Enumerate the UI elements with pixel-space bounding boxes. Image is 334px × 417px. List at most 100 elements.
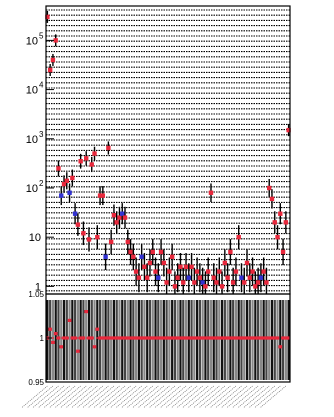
ratio-point [84, 310, 89, 314]
bin-band [62, 300, 66, 380]
x-tick-label [76, 385, 104, 409]
bin-band [96, 300, 99, 380]
data-point [59, 193, 64, 198]
data-point [181, 280, 186, 285]
data-point [194, 269, 200, 274]
data-point [267, 185, 272, 191]
data-point [167, 269, 172, 274]
bin-band [165, 300, 168, 380]
bin-band [187, 300, 190, 380]
data-point [136, 275, 142, 280]
data-point [117, 215, 122, 220]
bin-band [104, 300, 107, 380]
data-point [120, 211, 125, 216]
bin-band [262, 300, 265, 380]
bin-band [132, 300, 135, 380]
data-point [219, 284, 225, 289]
x-tick-label [242, 385, 270, 409]
ratio-point [242, 336, 247, 340]
bin-band [268, 300, 271, 380]
x-tick-label [26, 385, 54, 409]
data-point [67, 190, 72, 195]
data-point [142, 264, 147, 270]
bin-band [229, 300, 232, 380]
data-point [125, 239, 130, 245]
ratio-point [209, 336, 213, 340]
data-point [106, 145, 111, 151]
data-point [45, 14, 50, 20]
data-point [230, 280, 236, 285]
x-tick-label [248, 385, 275, 409]
upper-panel-gridlines [46, 9, 290, 292]
bin-band [135, 300, 138, 380]
y-tick-label: 10 [26, 134, 38, 146]
lower-panel-points [45, 310, 291, 353]
data-point [47, 67, 53, 73]
data-point [242, 280, 247, 285]
data-point [239, 275, 244, 280]
data-point [139, 254, 144, 259]
bin-band [287, 300, 290, 380]
data-point [208, 190, 214, 195]
bin-band [212, 300, 215, 380]
data-point [97, 193, 103, 198]
ratio-point [228, 336, 233, 340]
ratio-point [78, 336, 83, 340]
y-tick-label: 1 [40, 334, 45, 343]
y-tick-label: 10 [26, 35, 38, 47]
bin-band [110, 300, 113, 380]
data-point [89, 162, 94, 167]
ratio-point [76, 349, 80, 353]
upper-panel-points [45, 10, 291, 294]
x-tick-label [198, 385, 226, 409]
data-point [203, 284, 208, 289]
x-tick-label [176, 385, 203, 409]
ratio-point [51, 340, 55, 344]
bin-band [182, 300, 185, 380]
y-tick-exponent: 4 [39, 81, 44, 90]
y-tick-exponent: 3 [39, 130, 44, 139]
data-point [247, 275, 252, 280]
bin-band [245, 300, 249, 380]
x-tick-label [132, 385, 159, 409]
bin-band [123, 300, 127, 380]
data-point [78, 159, 83, 164]
data-point [50, 57, 56, 63]
bin-band [218, 300, 221, 380]
ratio-point [103, 336, 108, 340]
bin-band [74, 300, 77, 380]
bin-band [237, 300, 240, 380]
upper-panel-frame [45, 5, 291, 295]
data-point [131, 254, 136, 259]
data-point [264, 280, 269, 285]
x-tick-label [54, 385, 81, 409]
ratio-point [53, 332, 58, 336]
data-point [183, 264, 189, 270]
bin-band [101, 300, 104, 380]
ratio-point [198, 336, 202, 340]
data-point [214, 280, 219, 285]
data-point [283, 220, 289, 225]
bin-band [184, 300, 188, 380]
bin-band [107, 300, 110, 380]
data-point [122, 215, 128, 220]
bin-band [209, 300, 213, 380]
ratio-point [178, 336, 183, 340]
bin-band [85, 300, 88, 380]
ratio-point [123, 336, 127, 340]
y-tick-label: 1 [35, 281, 41, 293]
ratio-point [128, 336, 133, 340]
x-tick-label [148, 385, 176, 409]
bin-band [115, 300, 118, 380]
bin-band [140, 300, 143, 380]
x-tick-label [143, 385, 170, 409]
x-axis-tick-labels [21, 385, 287, 409]
x-tick-label [87, 385, 115, 409]
ratio-point [272, 336, 277, 340]
bin-band [259, 300, 262, 380]
data-point [128, 249, 133, 255]
bin-band [284, 300, 287, 380]
data-point [286, 127, 291, 133]
bin-band [257, 300, 260, 380]
